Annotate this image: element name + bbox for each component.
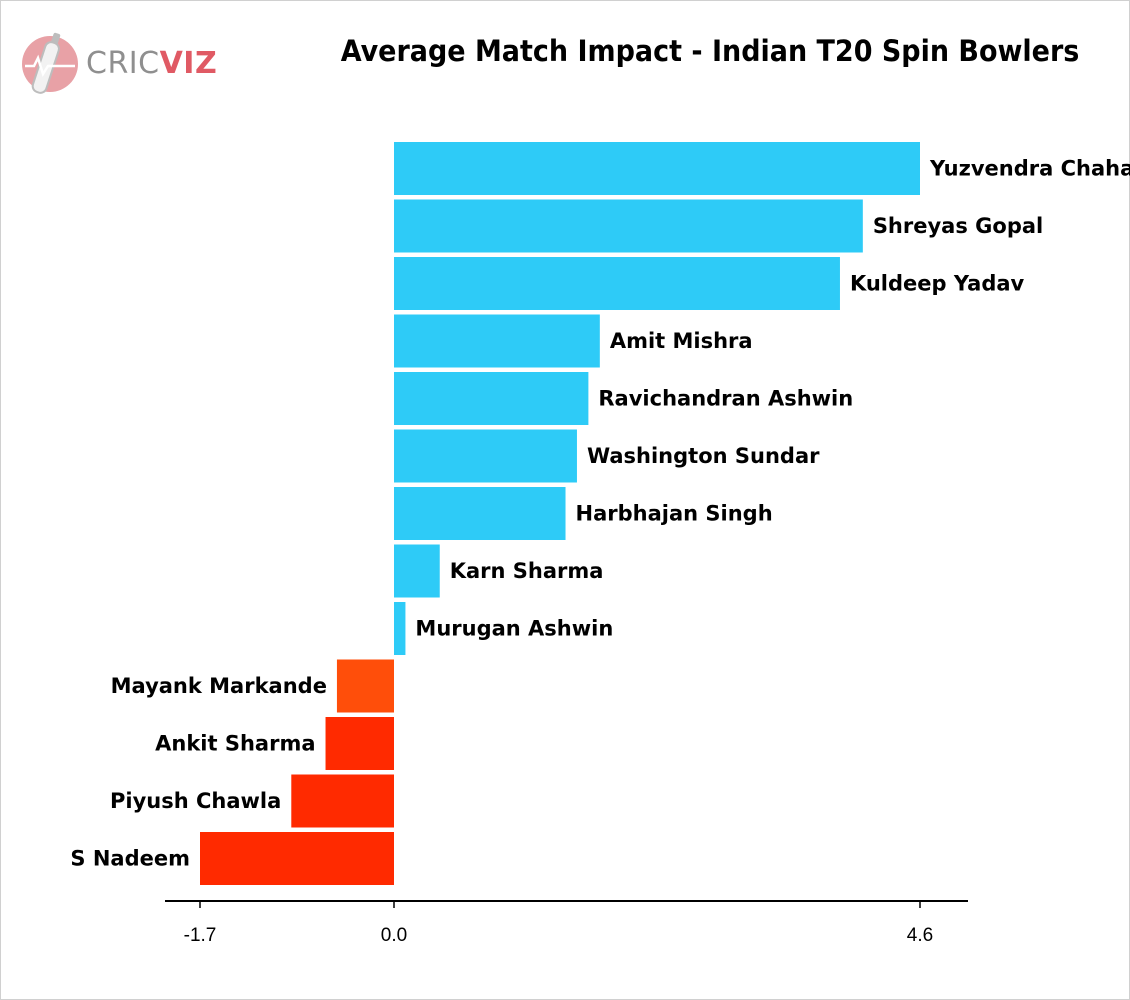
bar-shreyas-gopal (394, 199, 863, 253)
x-tick-label: 0.0 (381, 925, 407, 946)
cricviz-logo: CRICVIZ (20, 26, 217, 106)
bar-label-harbhajan-singh: Harbhajan Singh (576, 502, 773, 526)
bar-label-shreyas-gopal: Shreyas Gopal (873, 214, 1043, 238)
bar-karn-sharma (394, 544, 440, 598)
bar-washington-sundar (394, 429, 577, 483)
bar-label-yuzvendra-chahal: Yuzvendra Chahal (929, 157, 1130, 181)
bar-yuzvendra-chahal (394, 142, 920, 195)
bar-label-washington-sundar: Washington Sundar (587, 444, 820, 468)
x-tick-label: -1.7 (184, 925, 217, 946)
bar-label-kuldeep-yadav: Kuldeep Yadav (850, 272, 1025, 296)
bar-ravichandran-ashwin (394, 372, 589, 425)
bar-label-murugan-ashwin: Murugan Ashwin (415, 617, 613, 641)
x-tick-label: 4.6 (907, 925, 933, 946)
bar-label-amit-mishra: Amit Mishra (610, 329, 753, 353)
bar-label-piyush-chawla: Piyush Chawla (110, 789, 281, 813)
logo-text-viz: VIZ (159, 46, 218, 81)
cricket-bat-logo-icon (22, 32, 78, 94)
bar-label-ravichandran-ashwin: Ravichandran Ashwin (598, 387, 853, 411)
bar-murugan-ashwin (394, 602, 406, 655)
chart-title: Average Match Impact - Indian T20 Spin B… (340, 34, 1080, 68)
bar-label-ankit-sharma: Ankit Sharma (155, 732, 315, 756)
bar-label-karn-sharma: Karn Sharma (450, 559, 604, 583)
cricviz-wordmark: CRICVIZ (86, 46, 217, 82)
bar-piyush-chawla (291, 774, 394, 828)
logo-text-cric: CRIC (86, 46, 160, 81)
bar-label-mayank-markande: Mayank Markande (111, 674, 327, 698)
bar-mayank-markande (336, 659, 394, 713)
bar-ankit-sharma (325, 717, 394, 770)
bar-amit-mishra (394, 314, 600, 368)
bar-kuldeep-yadav (394, 257, 840, 310)
bar-label-s-nadeem: S Nadeem (70, 847, 190, 871)
bar-s-nadeem (200, 832, 394, 885)
bar-harbhajan-singh (394, 487, 566, 540)
